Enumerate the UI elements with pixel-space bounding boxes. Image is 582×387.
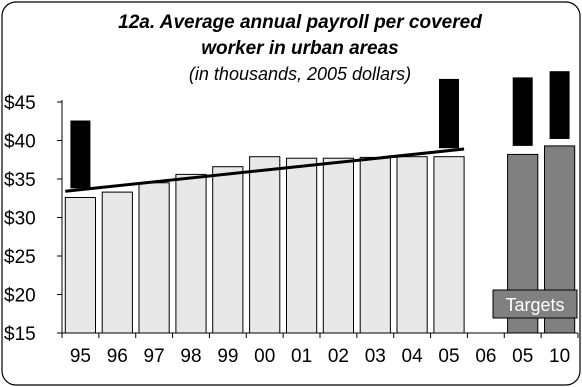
bar: [396, 156, 428, 334]
x-tick-label: 10: [549, 346, 570, 367]
bar: [433, 156, 465, 334]
y-tick-label: $30: [4, 209, 36, 230]
y-tick-label: $15: [4, 324, 36, 345]
x-tick-label: 05: [438, 346, 459, 367]
x-tick-label: 97: [144, 346, 165, 367]
chart-subtitle: (in thousands, 2005 dollars): [189, 64, 411, 84]
x-axis: 95 96 97 98 99 00 01 02 03 04 05 06 05 10: [61, 332, 579, 367]
bar: [138, 182, 170, 334]
x-tick-label: 99: [217, 346, 238, 367]
range-marker: [439, 78, 459, 149]
targets-label: Targets: [505, 295, 564, 315]
bar: [64, 197, 97, 334]
trend-group: [65, 147, 465, 193]
y-tick-label: $35: [4, 170, 36, 191]
x-tick-label: 96: [107, 346, 128, 367]
x-tick-label: 01: [291, 346, 312, 367]
x-tick-label: 98: [180, 346, 201, 367]
range-marker: [512, 77, 533, 146]
x-tick-label: 95: [70, 346, 91, 367]
range-marker: [70, 120, 91, 189]
x-tick-label: 06: [475, 346, 496, 367]
bar: [101, 191, 133, 334]
markers-group: [70, 71, 570, 189]
bar: [359, 156, 391, 334]
x-tick-label: 05: [512, 346, 533, 367]
bar: [175, 173, 207, 334]
x-tick-label: 03: [365, 346, 386, 367]
targets-box: [492, 289, 578, 319]
chart-title-line2: worker in urban areas: [201, 38, 398, 59]
y-tick-label: $20: [4, 286, 36, 307]
chart-title-line1: 12a. Average annual payroll per covered: [118, 12, 482, 33]
y-tick-label: $40: [4, 132, 36, 153]
targets-badge: Targets: [492, 289, 578, 319]
trend-line: [65, 147, 465, 193]
bar: [249, 156, 281, 334]
x-tick-label: 04: [402, 346, 424, 367]
y-axis: $15 $20 $25 $30 $35 $40 $45: [4, 93, 63, 345]
range-marker: [549, 71, 570, 139]
bar: [212, 166, 244, 334]
x-tick-label: 02: [328, 346, 349, 367]
y-tick-label: $25: [4, 247, 36, 268]
bar: [322, 157, 354, 334]
y-tick-label: $45: [4, 93, 36, 114]
bars-group: [64, 145, 576, 334]
bar: [286, 157, 318, 334]
x-tick-label: 00: [254, 346, 275, 367]
